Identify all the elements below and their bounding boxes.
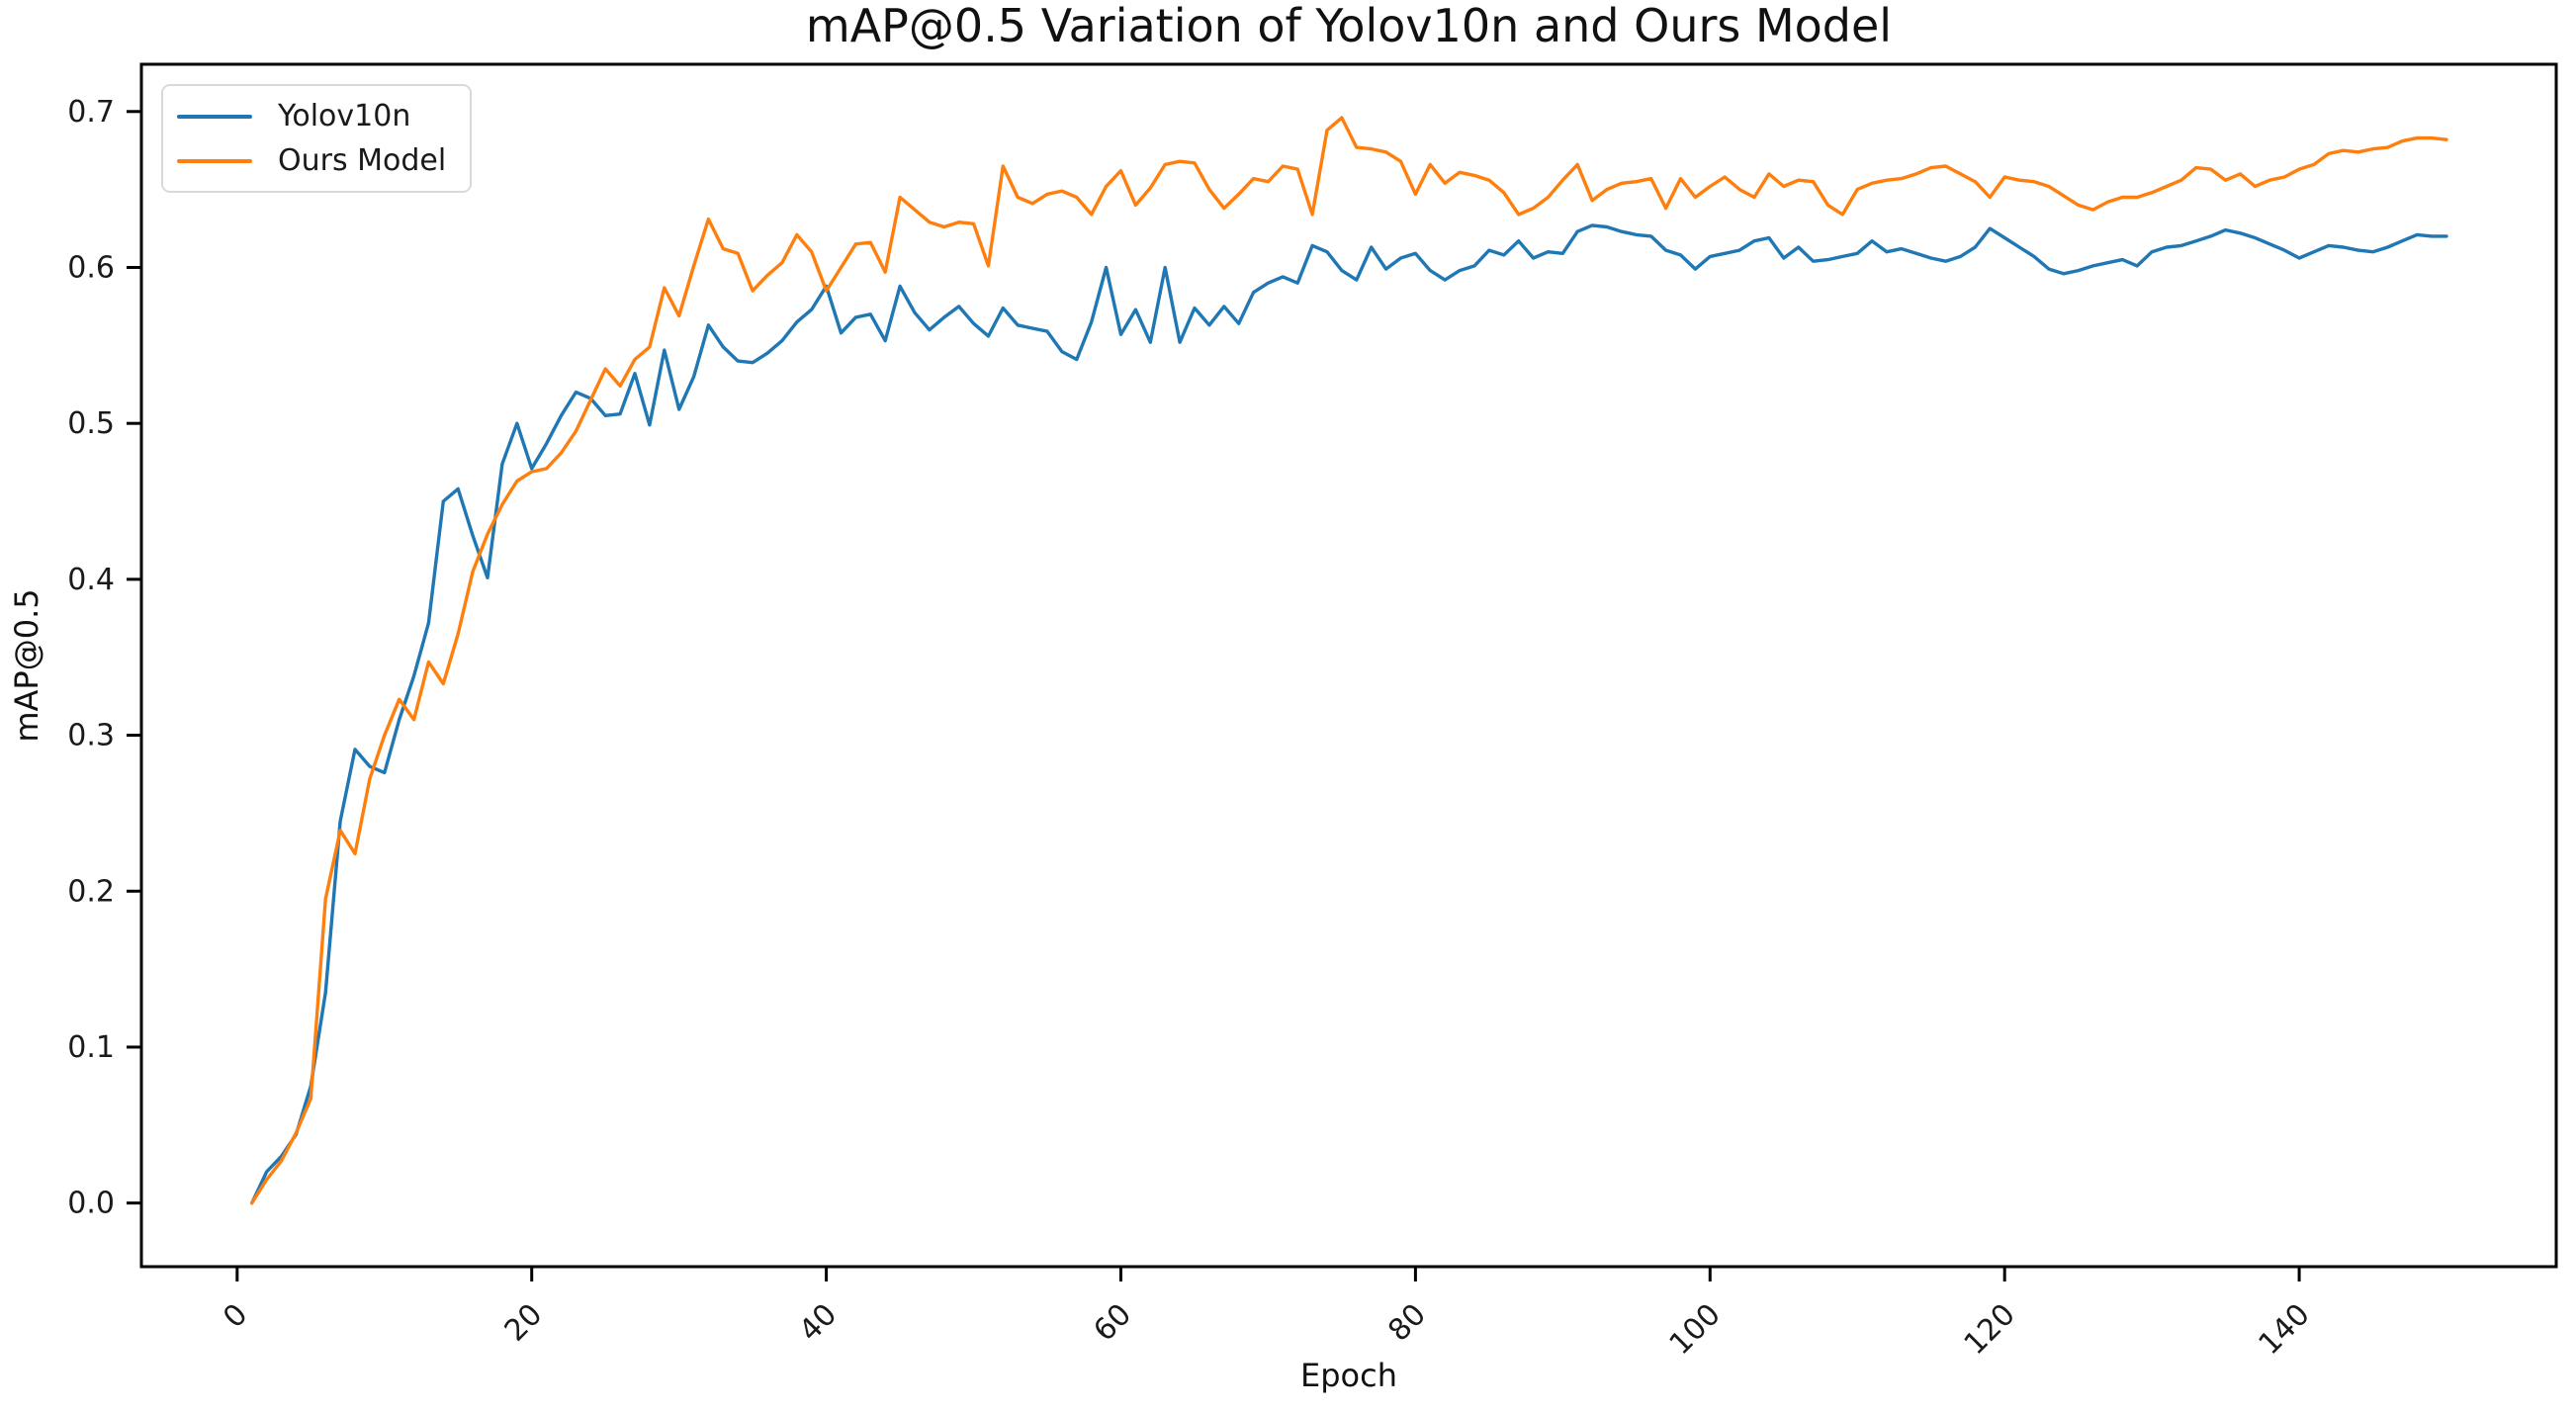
y-tick-label: 0.0 — [67, 1187, 115, 1221]
y-tick-label: 0.1 — [67, 1030, 115, 1065]
x-tick-label: 120 — [1958, 1297, 2022, 1362]
y-tick-label: 0.6 — [67, 250, 115, 285]
y-tick-label: 0.4 — [67, 563, 115, 597]
legend-line-swatch-ours-model — [177, 158, 252, 163]
x-tick-label: 40 — [793, 1297, 844, 1349]
chart-title: mAP@0.5 Variation of Yolov10n and Ours M… — [805, 0, 1893, 52]
series-line-ours-model — [249, 116, 2448, 1205]
x-tick-label: 80 — [1381, 1297, 1433, 1349]
x-axis-label: Epoch — [1300, 1357, 1397, 1394]
legend-item: Ours Model — [177, 143, 456, 178]
series-line-yolov10n — [249, 223, 2448, 1205]
axes-spines — [139, 62, 2558, 1269]
x-tick-label: 140 — [2253, 1297, 2317, 1362]
y-tick-label: 0.5 — [67, 406, 115, 441]
legend: Yolov10n Ours Model — [161, 84, 472, 193]
legend-item: Yolov10n — [177, 99, 456, 133]
x-tick-label: 60 — [1087, 1297, 1138, 1349]
y-tick-label: 0.7 — [67, 95, 115, 130]
legend-line-swatch-yolov10n — [177, 114, 252, 119]
x-tick-label: 100 — [1663, 1297, 1728, 1362]
legend-label: Ours Model — [278, 143, 447, 178]
legend-label: Yolov10n — [278, 99, 411, 133]
x-tick-label: 0 — [217, 1297, 254, 1335]
x-tick-label: 20 — [498, 1297, 550, 1349]
y-tick-label: 0.3 — [67, 719, 115, 753]
y-tick-label: 0.2 — [67, 874, 115, 909]
